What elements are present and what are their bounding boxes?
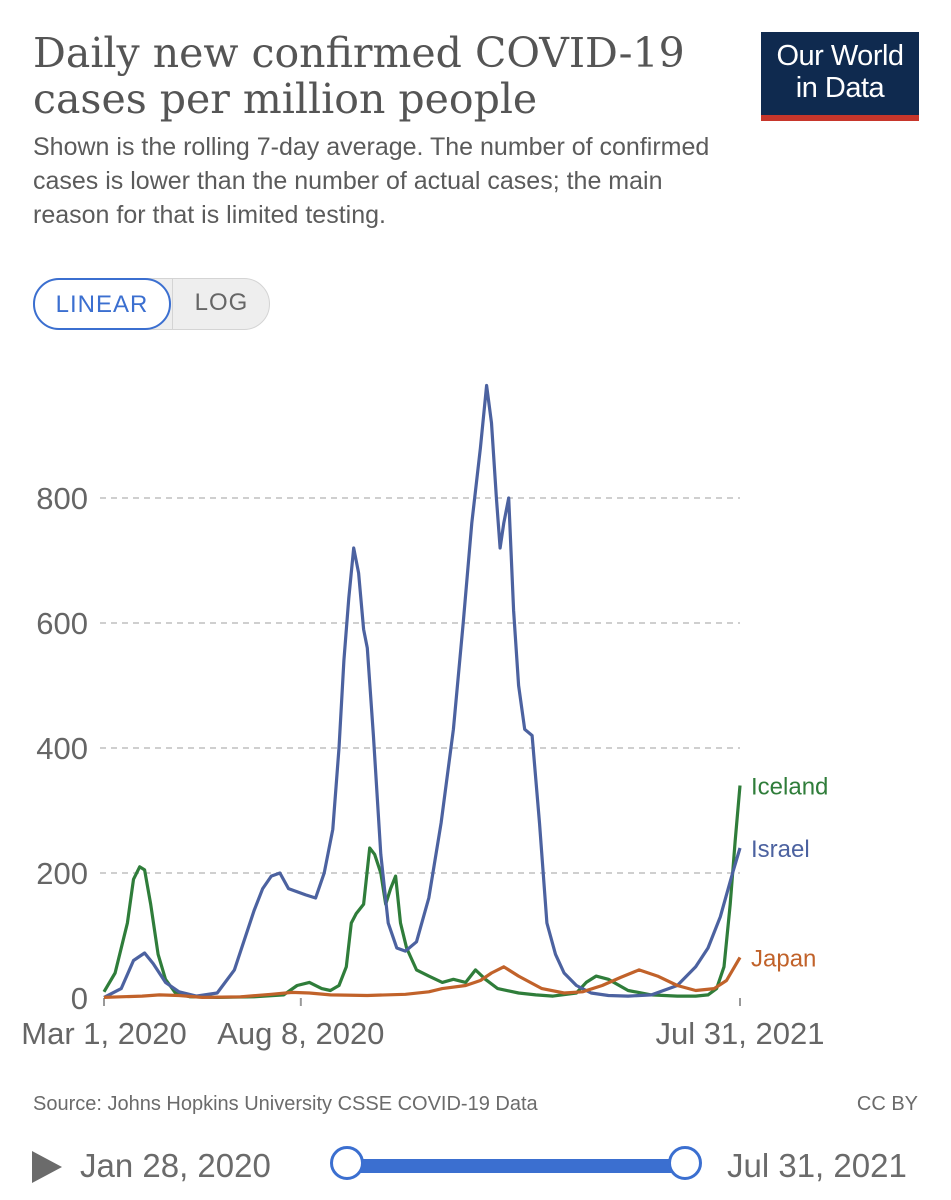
timeline-start-handle[interactable] <box>330 1146 364 1180</box>
log-scale-button[interactable]: LOG <box>172 278 270 330</box>
logo-line-1: Our World <box>776 40 904 72</box>
scale-toggle: LINEAR LOG <box>33 278 270 330</box>
series-line-iceland <box>102 785 742 1000</box>
license-label[interactable]: CC BY <box>856 1093 918 1115</box>
y-tick-label: 200 <box>36 856 88 891</box>
series-line-israel <box>103 383 742 999</box>
y-tick-label: 0 <box>71 981 88 1016</box>
linear-scale-button[interactable]: LINEAR <box>33 278 171 330</box>
series-line-japan <box>103 956 742 1000</box>
y-tick-label: 400 <box>36 731 88 766</box>
chart-title: Daily new confirmed COVID-19 cases per m… <box>33 29 685 123</box>
x-tick-label: Aug 8, 2020 <box>217 1016 384 1051</box>
timeline-start-label: Jan 28, 2020 <box>80 1147 271 1184</box>
y-tick-label: 800 <box>36 481 88 516</box>
x-tick-label: Jul 31, 2021 <box>656 1016 825 1051</box>
logo-line-2: in Data <box>795 72 885 104</box>
timeline-track[interactable] <box>349 1159 685 1173</box>
series-label-israel: Israel <box>751 836 810 863</box>
source-note[interactable]: Source: Johns Hopkins University CSSE CO… <box>33 1093 538 1115</box>
owid-logo[interactable]: Our World in Data <box>761 32 919 121</box>
x-tick-label: Mar 1, 2020 <box>21 1016 186 1051</box>
y-tick-label: 600 <box>36 606 88 641</box>
timeline-end-handle[interactable] <box>668 1146 702 1180</box>
series-label-japan: Japan <box>751 945 816 972</box>
series-label-iceland: Iceland <box>751 774 828 801</box>
timeline-end-label: Jul 31, 2021 <box>727 1147 907 1184</box>
play-icon[interactable] <box>32 1151 62 1183</box>
chart-subtitle: Shown is the rolling 7-day average. The … <box>33 133 710 229</box>
line-chart: 0 200 400 600 800 Mar 1, 2020 Aug 8, 2020 Jul 3… <box>21 383 828 1051</box>
